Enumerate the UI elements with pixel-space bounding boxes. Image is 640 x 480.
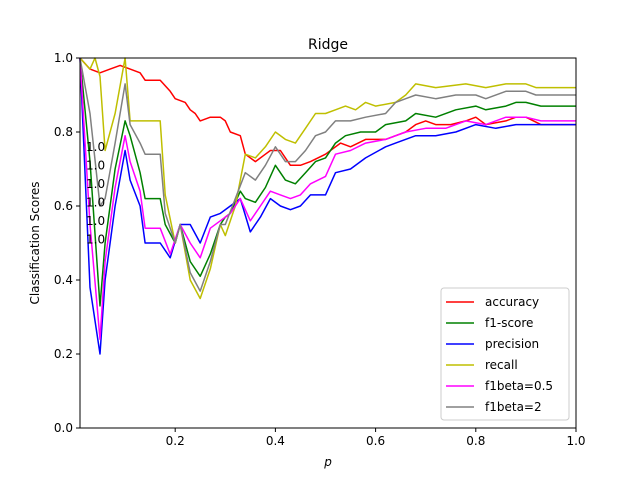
legend-label: precision	[485, 337, 539, 351]
x-tick-label: 0.2	[166, 434, 185, 448]
y-tick-label: 1.0	[54, 51, 73, 65]
chart-title: Ridge	[308, 37, 348, 53]
y-tick-label: 0.0	[54, 421, 73, 435]
legend: accuracy f1-score precision recall f1beta=0.…	[440, 287, 570, 421]
x-tick-label: 0.6	[366, 434, 385, 448]
legend-box	[440, 287, 570, 421]
series-line-3	[79, 57, 576, 355]
x-axis: 0.2 0.4 0.6 0.8 1.0	[166, 428, 586, 448]
plot-frame	[79, 57, 577, 429]
plot-area	[79, 57, 576, 355]
annotation-label: 1.0	[86, 177, 105, 191]
y-tick-label: 0.4	[54, 273, 73, 287]
annotation-label: 1.0	[86, 140, 105, 154]
y-axis-label: Classification Scores	[28, 181, 42, 304]
annotation-label: 1.0	[86, 232, 105, 246]
x-axis-label: p	[323, 455, 332, 469]
y-tick-label: 0.8	[54, 125, 73, 139]
legend-label: f1beta=2	[485, 400, 542, 414]
x-tick-label: 0.4	[266, 434, 285, 448]
y-tick-label: 0.2	[54, 347, 73, 361]
annotation-label: 1.0	[86, 158, 105, 172]
series-line-6	[79, 57, 576, 292]
legend-label: recall	[485, 358, 518, 372]
annotations: 1.0 1.0 1.0 1.0 1.0 1.0	[86, 140, 105, 247]
series-line-4	[79, 57, 576, 300]
legend-label: f1beta=0.5	[485, 379, 553, 393]
series-line-1	[79, 57, 576, 167]
legend-label: accuracy	[485, 295, 539, 309]
annotation-label: 1.0	[86, 195, 105, 209]
legend-label: f1-score	[485, 316, 533, 330]
x-tick-label: 0.8	[466, 434, 485, 448]
series-line-2	[79, 57, 576, 307]
x-tick-label: 1.0	[566, 434, 585, 448]
annotation-label: 1.0	[86, 214, 105, 228]
y-tick-label: 0.6	[54, 199, 73, 213]
y-axis: 0.0 0.2 0.4 0.6 0.8 1.0	[54, 51, 80, 435]
series-line-5	[79, 57, 576, 340]
